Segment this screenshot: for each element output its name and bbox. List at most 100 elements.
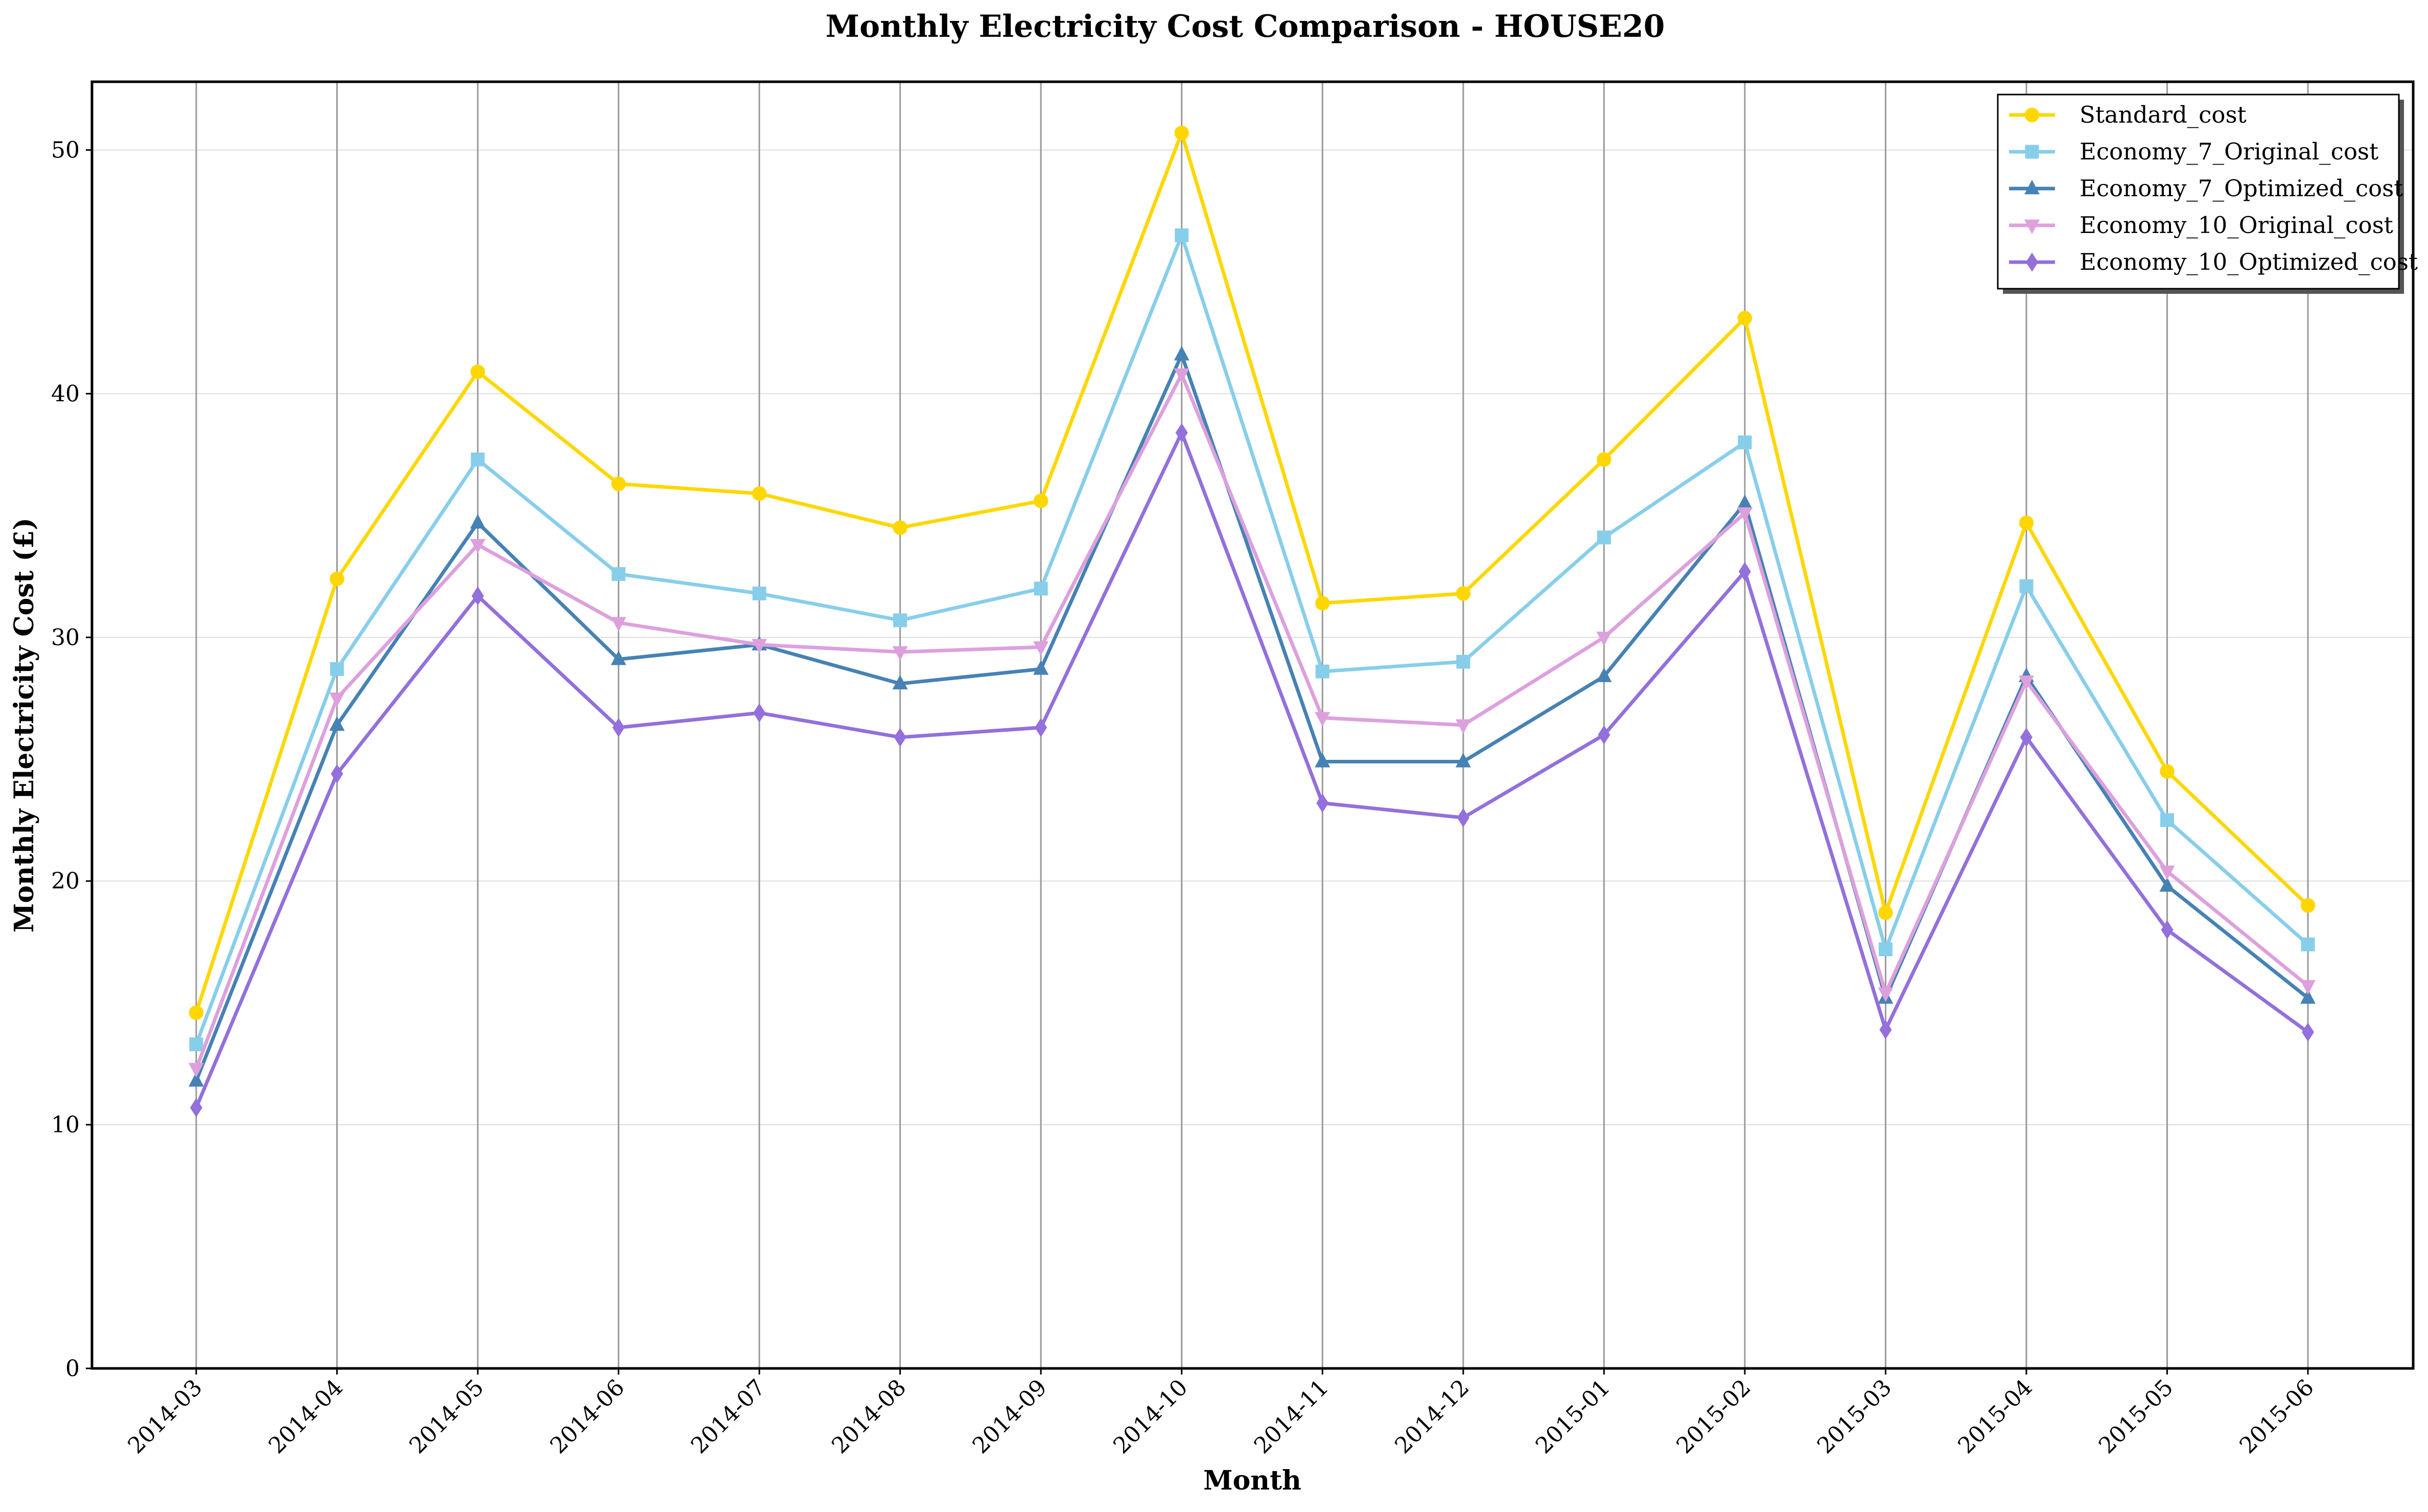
data-point bbox=[1596, 667, 1612, 682]
data-point bbox=[894, 728, 906, 747]
data-point bbox=[1737, 494, 1753, 509]
legend-label: Standard_cost bbox=[2080, 101, 2247, 128]
series-layer bbox=[189, 125, 2316, 1118]
x-axis-label: Month bbox=[1203, 1465, 1301, 1496]
legend-marker bbox=[2024, 107, 2040, 123]
data-point bbox=[612, 567, 626, 581]
data-point bbox=[1174, 125, 1189, 141]
data-point bbox=[1737, 311, 1753, 325]
data-point bbox=[1034, 581, 1048, 596]
y-tick-label: 50 bbox=[51, 137, 80, 164]
data-point bbox=[2018, 675, 2034, 690]
data-point bbox=[1596, 632, 1612, 646]
data-point bbox=[2160, 813, 2174, 827]
data-point bbox=[2301, 937, 2315, 951]
data-point bbox=[1456, 586, 1471, 601]
data-point bbox=[472, 586, 484, 606]
data-point bbox=[1174, 345, 1189, 361]
data-point bbox=[470, 364, 485, 379]
data-point bbox=[2020, 728, 2033, 747]
data-point bbox=[1175, 228, 1189, 242]
data-point bbox=[331, 764, 343, 784]
legend-marker bbox=[2024, 179, 2040, 195]
data-point bbox=[752, 486, 767, 501]
data-point bbox=[2300, 980, 2316, 995]
data-point bbox=[752, 586, 766, 600]
data-point bbox=[1879, 1020, 1892, 1039]
legend-marker bbox=[2024, 219, 2040, 235]
data-point bbox=[612, 718, 625, 737]
data-point bbox=[2161, 920, 2174, 940]
data-point bbox=[892, 646, 908, 661]
y-tick-label: 30 bbox=[51, 624, 80, 650]
series-economy-7-original-cost bbox=[189, 228, 2315, 1052]
y-tick-label: 20 bbox=[51, 868, 80, 894]
data-point bbox=[330, 571, 344, 587]
data-point bbox=[1315, 664, 1329, 679]
y-tick-label: 10 bbox=[51, 1112, 80, 1138]
data-point bbox=[2159, 877, 2175, 892]
plot-frame bbox=[90, 80, 2415, 1370]
data-point bbox=[611, 617, 626, 632]
data-point bbox=[471, 452, 485, 467]
data-point bbox=[1315, 596, 1330, 611]
data-point bbox=[1455, 753, 1471, 767]
data-point bbox=[2019, 515, 2034, 530]
data-point bbox=[189, 1063, 204, 1078]
data-point bbox=[189, 1005, 204, 1020]
data-point bbox=[2019, 579, 2034, 593]
data-point bbox=[1456, 655, 1470, 669]
legend-entry: Economy_7_Original_cost bbox=[2009, 138, 2378, 165]
data-point bbox=[2302, 1022, 2314, 1042]
data-point bbox=[470, 514, 486, 529]
chart-title: Monthly Electricity Cost Comparison - HO… bbox=[826, 9, 1665, 44]
legend-box bbox=[1997, 94, 2400, 290]
legend-entry: Economy_10_Optimized_cost bbox=[2009, 248, 2418, 275]
legend-marker bbox=[2025, 145, 2039, 159]
data-point bbox=[470, 539, 486, 554]
data-point bbox=[329, 716, 345, 731]
data-point bbox=[1455, 719, 1471, 734]
series-line bbox=[194, 233, 2310, 1046]
data-point bbox=[1033, 641, 1049, 656]
data-point bbox=[1878, 942, 1893, 957]
series-line bbox=[194, 431, 2310, 1110]
data-point bbox=[1315, 753, 1330, 767]
legend-label: Economy_10_Original_cost bbox=[2080, 212, 2393, 239]
data-point bbox=[1315, 712, 1330, 727]
data-point bbox=[611, 476, 626, 492]
legend-label: Economy_7_Original_cost bbox=[2080, 138, 2378, 165]
data-point bbox=[1457, 808, 1469, 827]
data-point bbox=[1033, 660, 1049, 675]
data-point bbox=[611, 650, 626, 665]
series-economy-10-original-cost bbox=[189, 368, 2316, 1078]
series-economy-10-optimized-cost bbox=[190, 423, 2314, 1118]
data-point bbox=[753, 703, 766, 723]
data-point bbox=[190, 1098, 202, 1118]
data-point bbox=[330, 662, 344, 676]
data-point bbox=[1316, 793, 1329, 813]
data-point bbox=[1878, 987, 1894, 1002]
legend-entry: Economy_10_Original_cost bbox=[2009, 212, 2393, 239]
y-axis-label: Monthly Electricity Cost (£) bbox=[9, 518, 40, 933]
data-point bbox=[2300, 989, 2316, 1004]
data-point bbox=[893, 520, 907, 535]
data-point bbox=[1738, 562, 1751, 581]
data-point bbox=[329, 692, 345, 707]
data-point bbox=[752, 639, 767, 654]
legend-entry: Standard_cost bbox=[2009, 101, 2247, 128]
series-standard-cost bbox=[189, 125, 2316, 1020]
data-point bbox=[2159, 865, 2175, 880]
data-point bbox=[1878, 905, 1893, 920]
legend-marker bbox=[2026, 252, 2038, 272]
data-point bbox=[1035, 718, 1047, 737]
data-point bbox=[893, 613, 907, 627]
legend-entry: Economy_7_Optimized_cost bbox=[2009, 175, 2403, 202]
data-point bbox=[1175, 423, 1188, 443]
data-point bbox=[1598, 725, 1610, 745]
data-point bbox=[1033, 494, 1048, 508]
data-point bbox=[1738, 435, 1752, 450]
data-point bbox=[1597, 530, 1611, 545]
series-line bbox=[194, 131, 2310, 1015]
